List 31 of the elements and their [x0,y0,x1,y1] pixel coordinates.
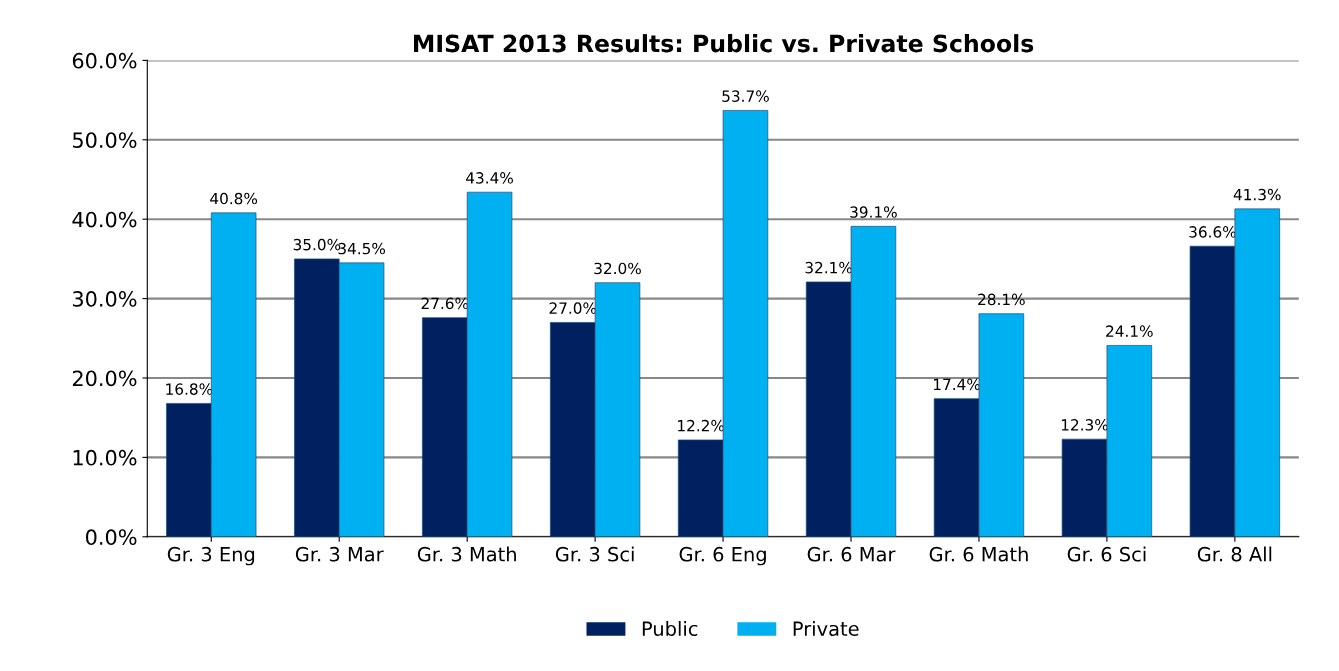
data-label: 40.8% [210,192,258,205]
x-tick-label: Gr. 3 Eng [167,546,255,566]
x-tick-label: Gr. 3 Math [417,546,516,562]
data-label: 53.7% [722,90,769,102]
chart-title: MISAT 2013 Results: Public vs. Private Schools [413,34,1034,53]
y-tick-label: 20.0% [72,370,137,387]
data-label: 24.1% [1106,325,1153,337]
y-tick-label: 50.0% [72,132,137,148]
legend-label: Public [642,621,698,637]
data-label: 12.3% [1061,419,1108,431]
y-tick-label: 40.0% [72,211,137,228]
data-label: 36.6% [1189,226,1236,238]
y-tick-label: 10.0% [73,449,137,466]
legend-label: Private [793,621,859,637]
data-label: 32.1% [805,261,853,274]
x-tick-label: Gr. 6 Sci [1067,546,1146,562]
x-tick-label: Gr. 3 Sci [555,546,634,562]
data-label: 41.3% [1233,188,1281,201]
x-tick-label: Gr. 8 All [1197,546,1272,562]
data-label: 32.0% [594,262,641,275]
data-label: 17.4% [933,378,980,391]
y-tick-label: 30.0% [72,291,137,307]
data-label: 39.1% [850,206,897,218]
x-tick-label: Gr. 3 Mar [295,546,384,562]
data-label: 43.4% [466,172,513,184]
x-tick-label: Gr. 6 Mar [807,546,896,562]
x-tick-label: Gr. 6 Eng [679,546,766,566]
y-tick-label: 0.0% [86,529,137,546]
y-tick-label: 60.0% [72,52,137,69]
data-label: 28.1% [978,293,1025,306]
x-tick-label: Gr. 6 Math [929,546,1028,562]
